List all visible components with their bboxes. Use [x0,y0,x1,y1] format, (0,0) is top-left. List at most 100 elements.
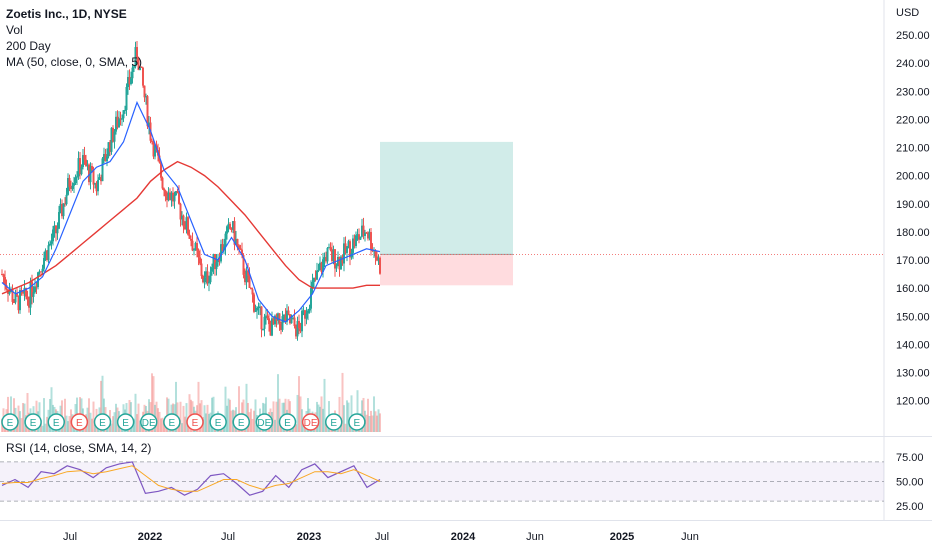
candle-body [245,270,248,283]
candle-body [356,234,359,236]
candle-body [341,256,344,264]
volume-bar [320,396,323,432]
candle-body [16,293,18,296]
candle-body [67,178,69,195]
candle-body [37,272,39,288]
volume-bar [347,402,350,432]
volume-bar [22,403,24,432]
candle-body [167,192,170,201]
candle-body [121,118,123,120]
volume-bar [134,393,137,432]
volume-bar [115,403,117,432]
volume-bar [64,398,66,432]
candle-body [379,257,381,274]
candle-body [272,318,275,325]
legend-symbol[interactable]: Zoetis Inc., 1D, NYSE [6,7,127,21]
volume-bar [299,396,302,432]
volume-bar [91,418,93,432]
candle-body [164,190,167,197]
candle-body [280,323,282,330]
candle-body [188,234,191,239]
earnings-badge [348,413,366,431]
candle-body [100,177,102,182]
candle-body [335,265,338,269]
candle-body [142,67,144,86]
volume-bar [224,386,227,432]
candle-body [310,288,312,309]
earnings-badge [163,413,181,431]
time-tick-label: Jun [526,531,544,543]
volume-bar [277,374,279,432]
candle-body [316,270,318,280]
candle-body [202,276,204,283]
candle-body [77,158,80,177]
volume-bar [349,425,351,432]
volume-bar [325,422,327,432]
candle-body [107,142,110,157]
candle-body [53,225,56,230]
volume-bar [112,416,114,432]
legend-ma50[interactable]: MA (50, close, 0, SMA, 5) [6,55,143,69]
candle-body [61,203,63,217]
legend-ma200[interactable]: 200 Day [6,39,51,53]
time-tick-label: Jul [63,531,77,543]
candle-body [196,243,198,251]
candle-body [223,247,225,251]
candle-body [241,249,243,256]
candle-body [88,164,90,183]
earnings-badge [301,413,320,431]
volume-bar [49,399,51,432]
candle-body [239,248,242,250]
candle-body [286,310,288,322]
candle-body [22,292,24,294]
volume-bar [41,425,44,432]
candle-body [226,226,228,234]
candle-body [43,257,45,269]
currency-label: USD [896,7,919,19]
volume-bar [206,404,209,432]
candle-body [194,243,197,250]
volume-bar [319,406,321,432]
legend-volume[interactable]: Vol [6,23,23,37]
candle-body [145,96,147,98]
candle-body [329,247,332,251]
candle-body [290,319,293,324]
candle-body [221,244,224,251]
volume-bar [323,378,326,432]
rsi-legend[interactable]: RSI (14, close, SMA, 14, 2) [6,441,152,455]
candle-body [182,215,185,227]
candle-body [76,176,78,178]
volume-bar [92,401,95,432]
candle-body [95,183,98,192]
volume-bar [131,423,134,432]
candle-body [73,183,75,186]
earnings-badge [255,413,274,431]
candle-body [322,259,324,272]
volume-bar [136,414,138,432]
candle-body [101,158,104,182]
candle-body [11,288,14,302]
candle-body [122,110,125,119]
candle-body [220,244,222,262]
candle-body [50,241,53,244]
earnings-badge [116,413,135,431]
candle-body [263,316,266,329]
candle-body [359,236,362,240]
candle-body [187,217,189,235]
candle-body [367,233,369,239]
volume-bar [185,403,188,432]
candle-body [80,167,83,175]
candle-body [79,158,81,175]
candle-body [55,225,57,234]
earnings-badge [47,413,65,431]
earnings-badge [232,413,250,431]
volume-bar [200,400,203,432]
volume-bar [368,416,371,432]
candle-body [205,271,207,278]
volume-bar [211,397,213,432]
candle-body [133,66,135,68]
time-tick-label: 2022 [138,531,162,543]
volume-bar [139,420,141,432]
earnings-badge-label: E [354,418,361,429]
